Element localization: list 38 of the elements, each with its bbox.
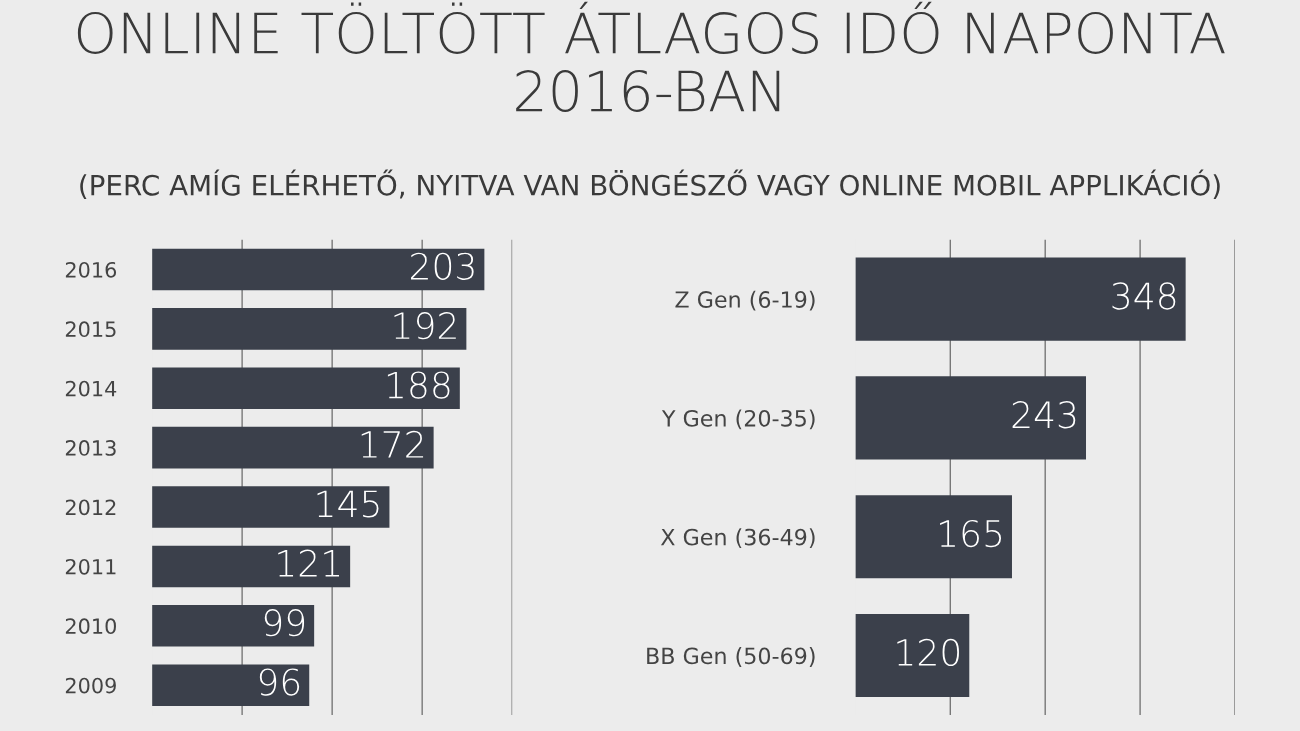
data-label: 348	[1112, 282, 1176, 310]
data-label: 120	[897, 638, 959, 667]
bar	[855, 257, 1186, 341]
data-label: 172	[361, 430, 424, 458]
bar	[152, 308, 467, 350]
bar	[152, 545, 351, 588]
data-label: 188	[387, 371, 450, 399]
bar	[152, 248, 485, 291]
data-label: 96	[259, 668, 300, 696]
y-tick-label: 2009	[65, 677, 116, 694]
data-label: 192	[394, 312, 456, 340]
bar	[152, 664, 310, 707]
bar	[152, 605, 315, 647]
data-label: 243	[1012, 401, 1076, 429]
text: ONLINE TÖLTÖTT ÁTLAGOS IDŐ NAPONTA 2016-BAN	[77, 1, 1225, 112]
y-tick-label: 2015	[65, 321, 116, 338]
y-tick-label: 2012	[65, 499, 116, 516]
bar	[855, 613, 970, 698]
y-tick-label: 2010	[65, 618, 116, 635]
y-tick-label: Z Gen (6-19)	[675, 290, 815, 311]
text: (PERC AMÍG ELÉRHETŐ, NYITVA VAN BÖNGÉSZŐ VAGY ONLINE MOBIL APPLIKÁCIÓ)	[80, 169, 1220, 199]
bar	[152, 426, 434, 469]
data-label: 165	[940, 519, 1002, 548]
data-label: 99	[264, 608, 305, 637]
y-tick-label: 2013	[65, 440, 116, 456]
bar	[855, 495, 1012, 579]
bar	[152, 486, 390, 528]
y-tick-label: 2016	[65, 261, 117, 278]
data-label: 203	[411, 252, 474, 280]
y-tick-label: 2014	[65, 380, 117, 397]
y-tick-label: 2011	[65, 558, 116, 575]
data-label: 145	[317, 490, 379, 518]
bar	[855, 376, 1087, 460]
bar	[152, 367, 460, 410]
data-label: 121	[278, 549, 339, 577]
y-tick-label: BB Gen (50-69)	[647, 647, 815, 667]
y-tick-label: X Gen (36-49)	[660, 528, 815, 549]
y-tick-label: Y Gen (20-35)	[661, 409, 815, 430]
